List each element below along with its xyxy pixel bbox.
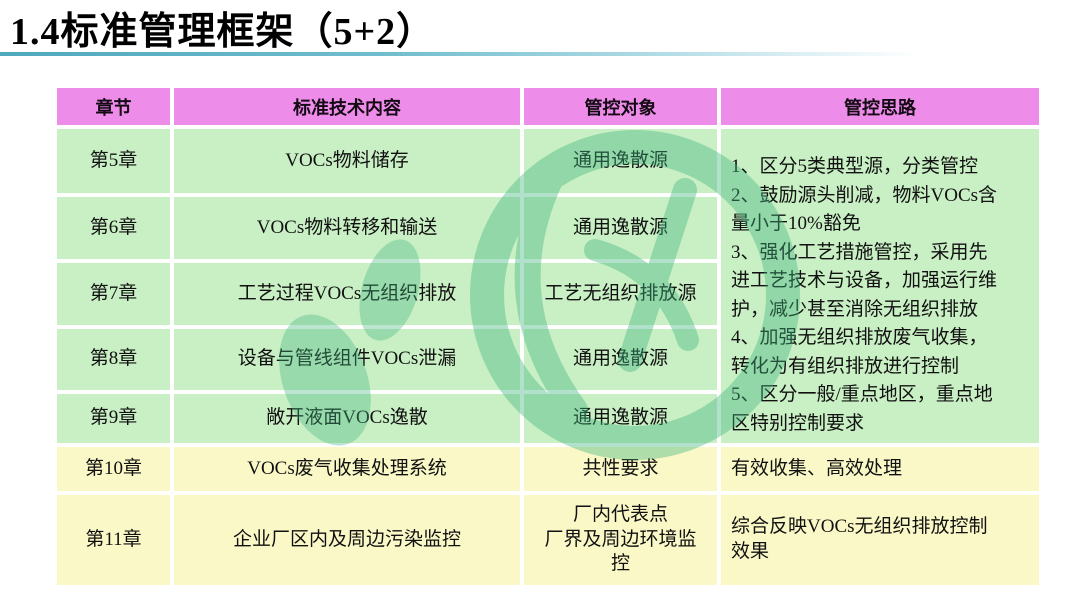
table-row-target: 通用逸散源 xyxy=(524,329,717,390)
table-row-target: 共性要求 xyxy=(524,447,717,491)
table-row-content: 企业厂区内及周边污染监控 xyxy=(174,495,520,585)
page-title: 1.4标准管理框架（5+2） xyxy=(10,11,436,53)
table-row-chapter: 第5章 xyxy=(57,129,170,193)
table-row-content: 设备与管线组件VOCs泄漏 xyxy=(174,329,520,390)
table-row-content: VOCs物料转移和输送 xyxy=(174,197,520,259)
table-row-content: 工艺过程VOCs无组织排放 xyxy=(174,263,520,325)
header-cell-content: 标准技术内容 xyxy=(174,88,520,125)
table-row-approach: 有效收集、高效处理 xyxy=(721,447,1039,491)
table-row-approach: 综合反映VOCs无组织排放控制 效果 xyxy=(721,495,1039,585)
table-row-content: VOCs废气收集处理系统 xyxy=(174,447,520,491)
standards-framework-table: 章节 标准技术内容 管控对象 管控思路 第5章 VOCs物料储存 通用逸散源 1… xyxy=(57,88,1039,585)
table-row-chapter: 第6章 xyxy=(57,197,170,259)
table-row-target: 厂内代表点 厂界及周边环境监 控 xyxy=(524,495,717,585)
table-row-target: 工艺无组织排放源 xyxy=(524,263,717,325)
table-row-chapter: 第7章 xyxy=(57,263,170,325)
table-row-chapter: 第8章 xyxy=(57,329,170,390)
header-cell-approach: 管控思路 xyxy=(721,88,1039,125)
table-row-chapter: 第9章 xyxy=(57,394,170,443)
approach-merged-cell: 1、区分5类典型源，分类管控 2、鼓励源头削减，物料VOCs含 量小于10%豁免… xyxy=(721,129,1039,443)
table-row-content: 敞开液面VOCs逸散 xyxy=(174,394,520,443)
table-row-target: 通用逸散源 xyxy=(524,129,717,193)
table-row-content: VOCs物料储存 xyxy=(174,129,520,193)
header-cell-chapter: 章节 xyxy=(57,88,170,125)
table-row-target: 通用逸散源 xyxy=(524,394,717,443)
header-cell-target: 管控对象 xyxy=(524,88,717,125)
table-row-chapter: 第10章 xyxy=(57,447,170,491)
title-underline-rule xyxy=(0,52,1080,56)
table-row-chapter: 第11章 xyxy=(57,495,170,585)
table-row-target: 通用逸散源 xyxy=(524,197,717,259)
